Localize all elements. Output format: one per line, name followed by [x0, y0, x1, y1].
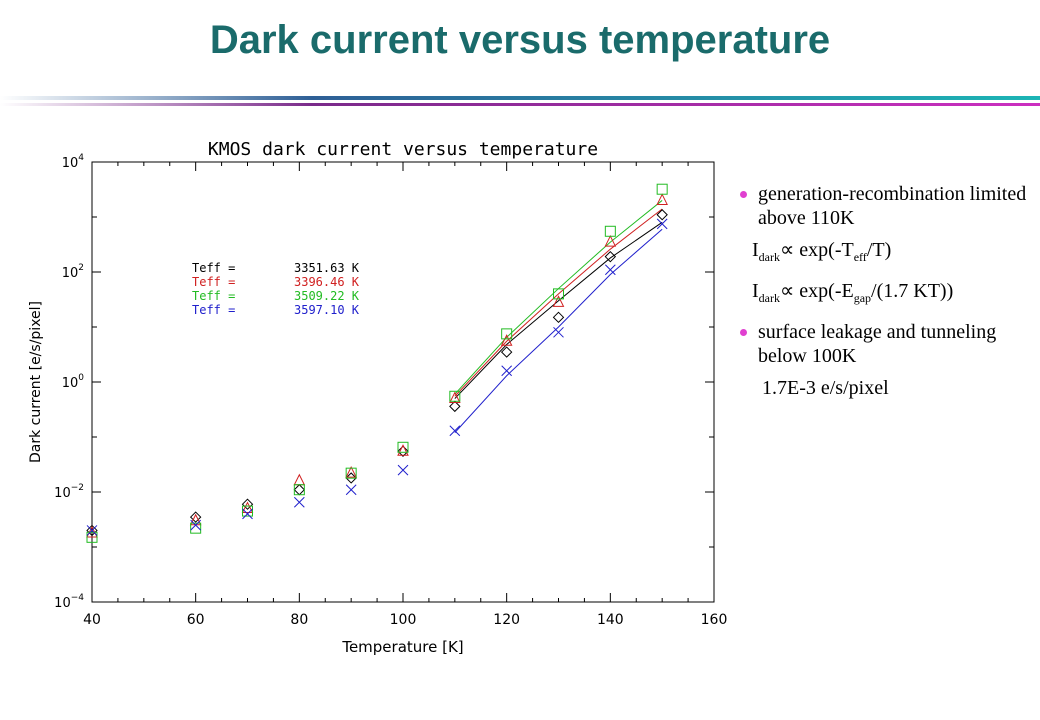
- legend-value: 3396.46 K: [294, 275, 360, 289]
- formula-body: ∝ exp(-E: [780, 280, 854, 302]
- data-point-diamond: [449, 400, 461, 413]
- bullet-list: generation-recombination limited above 1…: [740, 182, 1035, 400]
- data-point-diamond: [189, 511, 202, 523]
- data-point-x: [190, 519, 202, 531]
- title-rule-top: [0, 96, 1040, 100]
- formula-teff: Idark∝ exp(-Teff/T): [740, 238, 1035, 269]
- formula-egap: Idark∝ exp(-Egap/(1.7 KT)): [740, 279, 1035, 310]
- data-point-x: [242, 508, 253, 520]
- data-point-triangle: [241, 501, 254, 514]
- data-point-x: [449, 425, 461, 437]
- data-point-diamond: [500, 346, 513, 358]
- legend-label: Teff =: [192, 289, 235, 303]
- legend-label: Teff =: [192, 261, 235, 275]
- dark-current-chart: KMOS dark current versus temperature 40 6…: [28, 139, 728, 656]
- data-point-square: [449, 390, 461, 402]
- leakage-value: 1.7E-3 e/s/pixel: [762, 377, 889, 399]
- x-axis-label: Temperature [K]: [341, 638, 463, 656]
- legend-value: 3597.10 K: [294, 303, 360, 317]
- x-tick-label: 60: [187, 612, 205, 628]
- formula-subscript: dark: [758, 291, 780, 305]
- data-point-diamond: [293, 484, 306, 496]
- data-point-triangle: [552, 295, 565, 307]
- data-point-x: [293, 496, 305, 508]
- x-tick-label: 160: [701, 612, 728, 628]
- y-tick-label: 10−2: [54, 483, 84, 501]
- data-point-square: [397, 441, 409, 453]
- data-point-square: [501, 328, 513, 340]
- legend-label: Teff =: [192, 303, 235, 317]
- formula-subscript: eff: [853, 250, 867, 264]
- fit-line: [454, 228, 663, 433]
- data-point-diamond: [604, 250, 617, 263]
- data-point-diamond: [656, 209, 668, 221]
- bullet-item-leakage: surface leakage and tunneling below 100K: [740, 320, 1035, 368]
- slide-title: Dark current versus temperature: [209, 18, 831, 62]
- bullet-text: generation-recombination limited above 1…: [758, 183, 1027, 229]
- data-point-square: [242, 505, 253, 517]
- plot-frame: [91, 161, 715, 603]
- bullet-text: surface leakage and tunneling below 100K: [758, 321, 997, 367]
- data-point-x: [397, 464, 409, 476]
- y-tick-label: 100: [62, 373, 85, 391]
- data-point-x: [656, 218, 668, 230]
- formula-symbol: I: [752, 239, 759, 261]
- formula-body: ∝ exp(-T: [780, 239, 854, 261]
- data-point-square: [86, 531, 98, 543]
- bullet-dot-icon: [740, 191, 747, 198]
- data-point-triangle: [500, 334, 513, 346]
- data-point-x: [345, 484, 357, 496]
- fit-line: [454, 208, 663, 397]
- x-tick-label: 120: [493, 612, 520, 628]
- data-point-triangle: [345, 466, 357, 478]
- y-tick-label: 104: [62, 153, 85, 171]
- data-point-x: [553, 326, 564, 338]
- data-point-triangle: [656, 193, 668, 205]
- formula-subscript: gap: [853, 291, 872, 305]
- y-axis-label: Dark current [e/s/pixel]: [28, 301, 44, 463]
- x-tick-label: 100: [390, 612, 417, 628]
- formula-tail: /(1.7 KT)): [871, 280, 954, 302]
- data-point-triangle: [397, 444, 409, 456]
- data-point-x: [86, 525, 98, 536]
- x-tick-label: 140: [597, 612, 624, 628]
- y-tick-label: 102: [62, 263, 84, 281]
- data-point-square: [190, 522, 202, 534]
- legend-value: 3509.22 K: [294, 289, 360, 303]
- data-point-diamond: [241, 498, 254, 510]
- chart-title: KMOS dark current versus temperature: [208, 139, 598, 160]
- data-point-diamond: [345, 472, 357, 484]
- formula-subscript: dark: [758, 250, 780, 264]
- bullet-dot-icon: [740, 329, 747, 336]
- data-point-diamond: [397, 445, 409, 457]
- title-rule-bottom: [0, 103, 1040, 106]
- legend-value: 3351.63 K: [294, 261, 360, 275]
- y-tick-label: 10−4: [54, 593, 84, 611]
- data-point-triangle: [449, 391, 461, 404]
- data-point-square: [553, 288, 564, 300]
- data-point-diamond: [552, 311, 565, 324]
- x-tick-label: 80: [290, 612, 308, 628]
- formula-tail: /T): [866, 239, 892, 261]
- data-point-square: [656, 183, 668, 195]
- data-point-square: [604, 225, 616, 237]
- data-point-diamond: [86, 524, 98, 537]
- data-point-x: [501, 365, 513, 377]
- fit-line: [454, 221, 663, 399]
- x-tick-label: 40: [83, 612, 101, 628]
- bullet-item-gr: generation-recombination limited above 1…: [740, 182, 1035, 230]
- data-point-triangle: [604, 234, 617, 247]
- data-point-square: [345, 467, 357, 479]
- data-point-triangle: [293, 473, 306, 486]
- data-point-square: [293, 484, 305, 496]
- formula-symbol: I: [752, 280, 759, 302]
- legend-label: Teff =: [192, 275, 235, 289]
- data-point-x: [604, 264, 616, 276]
